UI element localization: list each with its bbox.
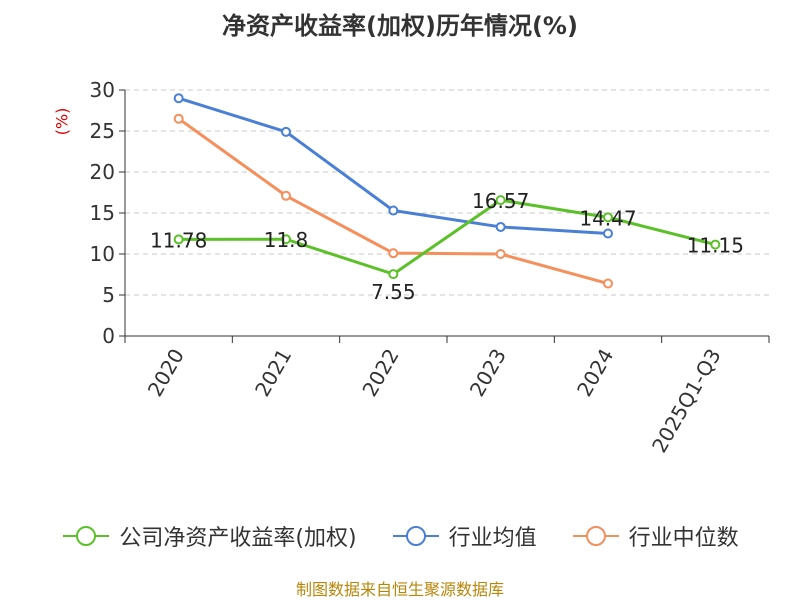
- data-label: 11.15: [687, 234, 744, 258]
- data-point: [603, 212, 613, 223]
- data-label: 16.57: [472, 189, 529, 213]
- x-tick-label: 2022: [357, 345, 403, 401]
- y-tick-label: 5: [102, 283, 115, 307]
- data-point: [173, 113, 184, 124]
- data-point: [495, 195, 506, 206]
- data-point: [388, 269, 399, 280]
- data-point: [495, 221, 506, 232]
- y-tick-label: 15: [90, 201, 115, 225]
- data-point: [281, 234, 291, 245]
- data-point: [281, 126, 291, 137]
- data-point: [173, 93, 184, 104]
- legend-label-company: 公司净资产收益率(加权): [119, 526, 357, 551]
- legend-label-industry-mean: 行业均值: [448, 526, 537, 551]
- legend-marker-industry-mean: [392, 526, 439, 546]
- data-label: 14.47: [579, 206, 636, 230]
- data-source-note: 制图数据来自恒生聚源数据库: [295, 580, 504, 599]
- data-point: [603, 278, 613, 289]
- data-label: 7.55: [371, 280, 416, 304]
- legend-marker-company: [63, 526, 110, 546]
- x-tick-label: 2021: [250, 345, 296, 401]
- y-tick-label: 30: [90, 78, 115, 102]
- legend-marker-industry-median: [572, 526, 619, 546]
- data-point: [495, 249, 506, 259]
- data-point: [388, 205, 399, 216]
- y-tick-label: 10: [90, 242, 115, 266]
- data-point: [710, 239, 721, 250]
- legend: 公司净资产收益率(加权) 行业均值 行业中位数: [0, 520, 800, 552]
- y-tick-label: 20: [90, 160, 115, 184]
- data-label: 11.8: [264, 228, 309, 252]
- legend-item-industry-mean[interactable]: 行业均值: [391, 520, 537, 552]
- x-tick-label: 2023: [465, 344, 511, 400]
- data-point: [388, 248, 399, 259]
- x-tick-label: 2024: [572, 345, 618, 401]
- data-point: [281, 190, 291, 201]
- series-line: [178, 198, 716, 276]
- y-tick-label: 0: [102, 324, 115, 348]
- legend-item-industry-median[interactable]: 行业中位数: [571, 520, 739, 552]
- legend-item-company[interactable]: 公司净资产收益率(加权): [61, 520, 357, 552]
- y-tick-label: 25: [90, 119, 115, 143]
- chart-title: 净资产收益率(加权)历年情况(%): [222, 12, 578, 40]
- x-tick-label: 2020: [143, 345, 189, 401]
- data-point: [173, 234, 184, 245]
- series-line: [177, 117, 609, 285]
- legend-label-industry-median: 行业中位数: [628, 526, 739, 551]
- data-label: 11.78: [150, 228, 207, 252]
- x-tick-label: 2025Q1-Q3: [647, 345, 726, 457]
- data-point: [603, 228, 613, 239]
